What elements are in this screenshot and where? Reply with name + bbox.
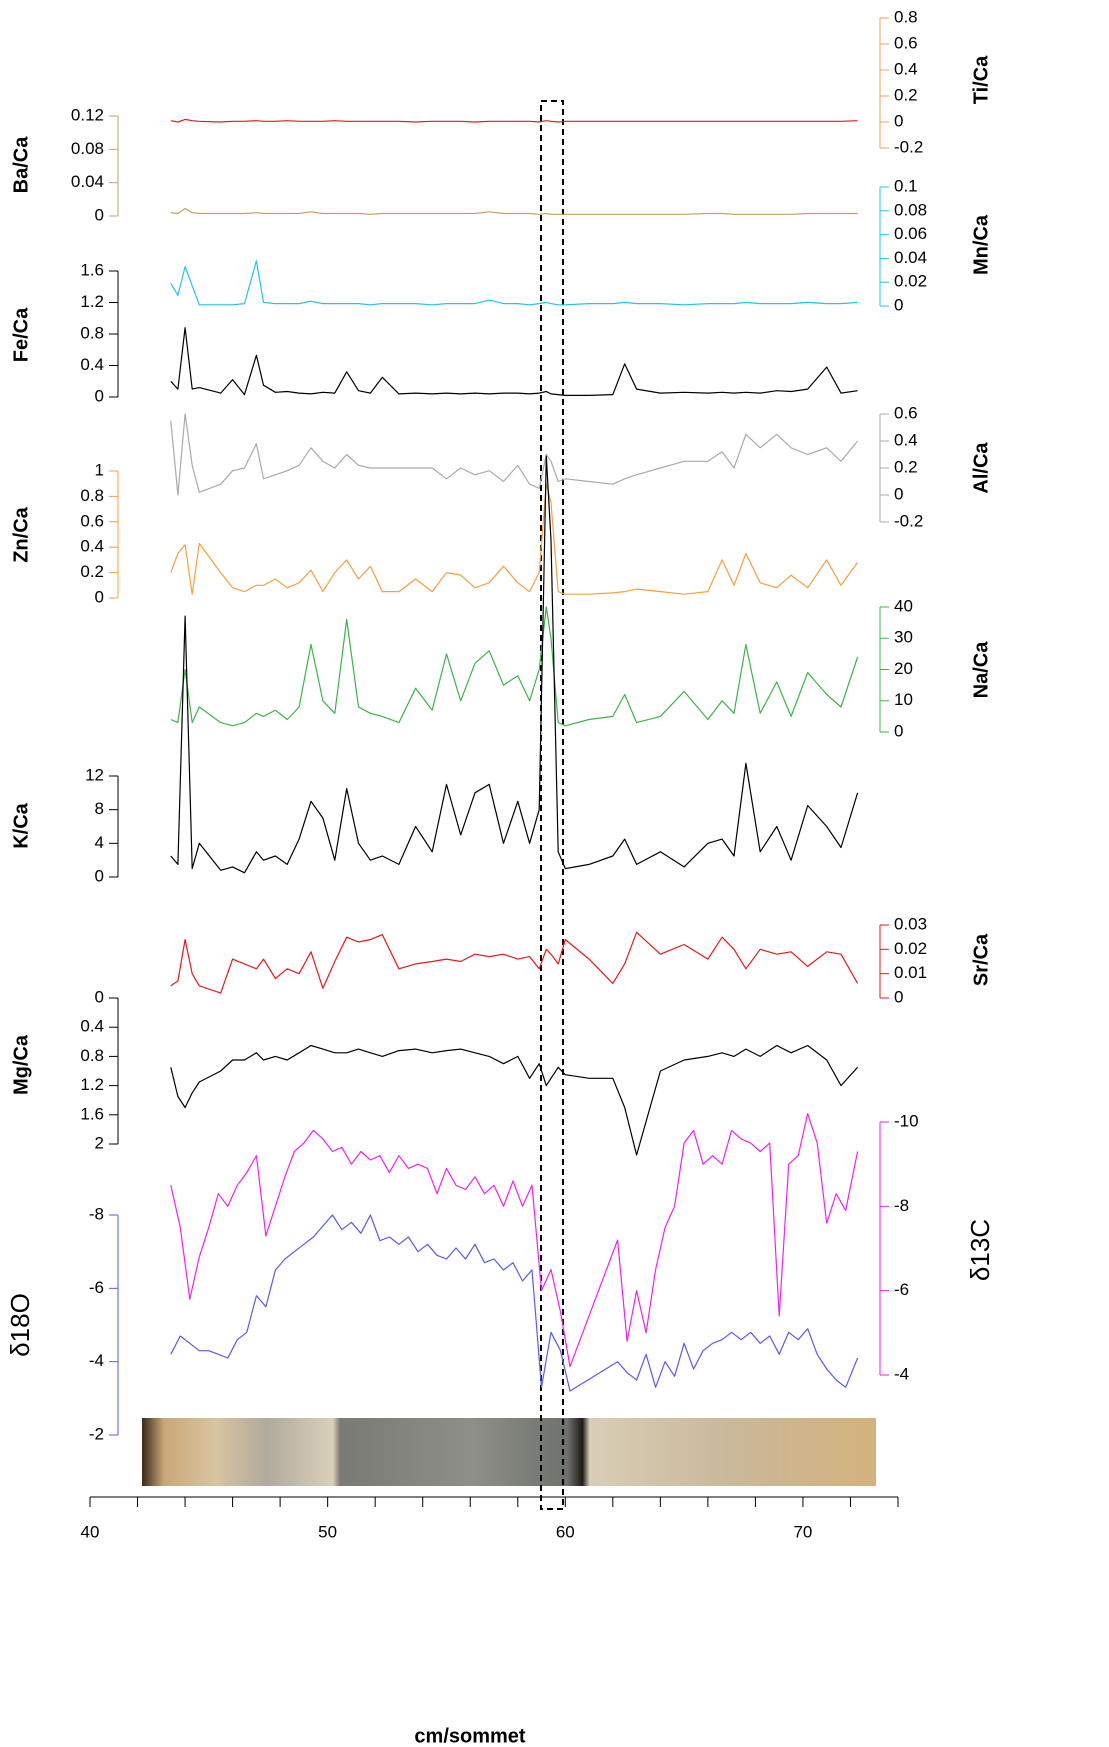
y-tick-label: 0 (95, 987, 104, 1006)
y-tick-label: 0.4 (80, 355, 104, 374)
data-line (170, 1044, 859, 1156)
data-line (170, 327, 858, 396)
y-tick-label: 12 (85, 765, 104, 784)
y-tick-label: 0 (894, 295, 903, 314)
data-line (170, 455, 859, 874)
y-tick-label: -8 (894, 1196, 909, 1215)
y-tick-label: 10 (894, 690, 913, 709)
y-tick-label: 0.12 (71, 105, 104, 124)
data-line (170, 1112, 859, 1368)
y-tick-label: 0.4 (80, 537, 104, 556)
y-axis-title: Zn/Ca (10, 506, 32, 562)
y-tick-label: 0.06 (894, 224, 927, 243)
y-tick-label: 0.03 (894, 914, 927, 933)
data-line (170, 260, 858, 306)
y-tick-label: 0.4 (894, 430, 918, 449)
y-tick-label: 0 (894, 111, 903, 130)
y-tick-label: 0.2 (894, 457, 918, 476)
y-tick-label: 0 (95, 205, 104, 224)
y-axis-title: δ18O (5, 1293, 35, 1357)
y-tick-label: 0.02 (894, 939, 927, 958)
y-tick-label: 0 (894, 484, 903, 503)
core-photo (142, 1418, 876, 1486)
y-tick-label: 0.02 (894, 272, 927, 291)
data-line (170, 207, 858, 215)
y-tick-label: 0.4 (80, 1017, 104, 1036)
y-tick-label: 0 (894, 721, 903, 740)
y-tick-label: -0.2 (894, 137, 923, 156)
x-tick-label: 60 (556, 1522, 575, 1541)
y-axis-title: Ba/Ca (10, 136, 32, 194)
y-tick-label: 0 (95, 386, 104, 405)
y-tick-label: 0.8 (80, 486, 104, 505)
y-tick-label: 0.04 (71, 172, 104, 191)
x-tick-label: 40 (81, 1522, 100, 1541)
y-tick-label: 0 (95, 587, 104, 606)
data-line (170, 118, 858, 123)
y-tick-label: -6 (89, 1278, 104, 1297)
y-axis-title: Ti/Ca (970, 55, 992, 104)
y-tick-label: 0.08 (894, 200, 927, 219)
y-tick-label: 0.6 (894, 403, 918, 422)
y-axis-title: Mn/Ca (970, 214, 992, 275)
y-tick-label: 0.01 (894, 963, 927, 982)
y-tick-label: 20 (894, 659, 913, 678)
y-tick-label: 0.2 (80, 562, 104, 581)
y-tick-label: -6 (894, 1280, 909, 1299)
y-axis-title: Na/Ca (970, 641, 992, 699)
y-tick-label: 1 (95, 460, 104, 479)
data-line (170, 413, 859, 496)
data-line (170, 1214, 859, 1392)
y-tick-label: 0.4 (894, 59, 918, 78)
y-tick-label: 4 (95, 833, 104, 852)
x-tick-label: 70 (793, 1522, 812, 1541)
data-line (170, 483, 859, 595)
y-tick-label: 0.04 (894, 248, 927, 267)
data-line (170, 931, 859, 994)
highlight-box (540, 100, 564, 1510)
y-tick-label: 0.08 (71, 139, 104, 158)
y-tick-label: 0.8 (80, 1046, 104, 1065)
y-tick-label: 30 (894, 628, 913, 647)
y-tick-label: 1.2 (80, 292, 104, 311)
y-tick-label: 0 (894, 987, 903, 1006)
y-tick-label: -4 (894, 1364, 909, 1383)
y-tick-label: 0.8 (80, 323, 104, 342)
y-tick-label: -2 (89, 1424, 104, 1443)
y-tick-label: 0.6 (80, 511, 104, 530)
y-tick-label: 8 (95, 799, 104, 818)
y-axis-title: δ13C (965, 1219, 995, 1281)
y-tick-label: 1.2 (80, 1075, 104, 1094)
y-tick-label: 1.6 (80, 1104, 104, 1123)
y-tick-label: 0.6 (894, 33, 918, 52)
y-axis-title: Fe/Ca (10, 307, 32, 362)
y-tick-label: 40 (894, 596, 913, 615)
y-axis-title: K/Ca (10, 802, 32, 848)
y-tick-label: 0 (95, 866, 104, 885)
y-tick-label: 0.1 (894, 176, 918, 195)
x-tick-label: 50 (318, 1522, 337, 1541)
y-tick-label: -8 (89, 1204, 104, 1223)
y-tick-label: -4 (89, 1351, 104, 1370)
y-axis-title: Al/Ca (970, 442, 992, 494)
y-tick-label: 0.8 (894, 7, 918, 26)
y-tick-label: 0.2 (894, 85, 918, 104)
x-axis-title: cm/sommet (414, 1725, 525, 1747)
y-tick-label: -0.2 (894, 511, 923, 530)
y-tick-label: 1.6 (80, 260, 104, 279)
y-tick-label: 2 (95, 1133, 104, 1152)
y-axis-title: Sr/Ca (970, 933, 992, 986)
data-line (170, 606, 859, 727)
y-tick-label: -10 (894, 1111, 919, 1130)
y-axis-title: Mg/Ca (10, 1034, 32, 1095)
